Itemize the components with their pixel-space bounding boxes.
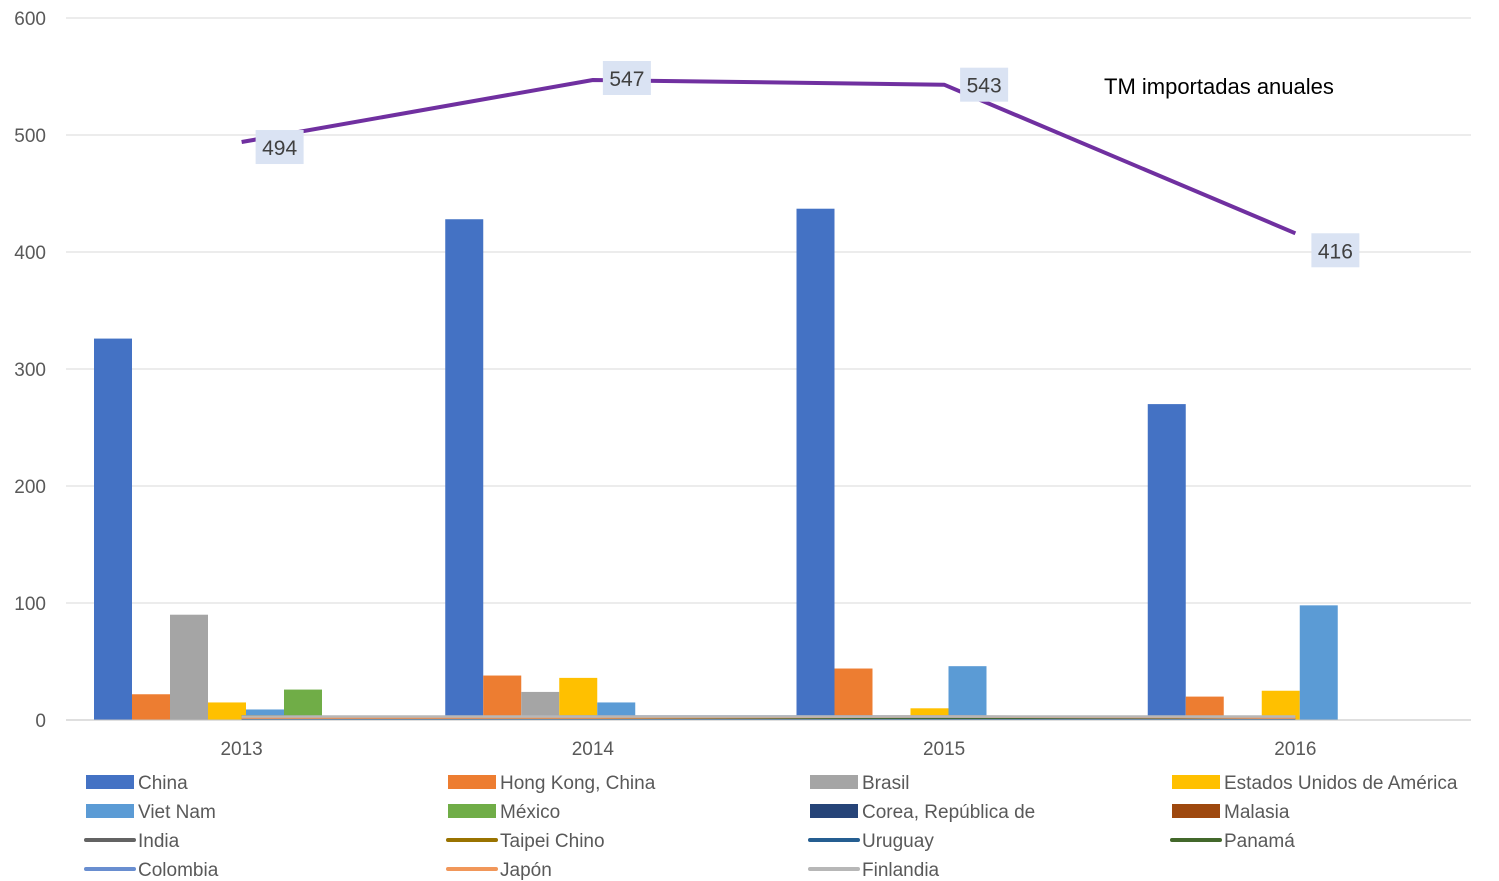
legend: China Hong Kong, China Brasil Estados Unido… (84, 773, 1458, 881)
legend-swatch-estados-unidos-de-am-rica (1172, 775, 1220, 789)
y-tick-label: 400 (14, 243, 46, 264)
bars-group (94, 208, 1338, 721)
bar-m-xico-2013 (284, 689, 322, 720)
bar-hong-kong-china-2013 (132, 694, 170, 720)
legend-swatch-brasil (810, 775, 858, 789)
bar-china-2014 (445, 219, 484, 721)
y-axis-ticks: 0 100 200 300 400 500 600 (14, 9, 46, 732)
bar-china-2013 (94, 338, 132, 720)
legend-label-finlandia: Finlandia (862, 860, 940, 881)
bar-viet-nam-2016 (1299, 605, 1338, 720)
bar-hong-kong-china-2014 (483, 675, 522, 720)
legend-swatch-viet-nam (86, 804, 134, 818)
legend-label-jap-n: Japón (500, 860, 552, 881)
bar-estados-unidos-de-am-rica-2015 (910, 708, 949, 720)
bar-hong-kong-china-2015 (834, 668, 873, 720)
bar-estados-unidos-de-am-rica-2014 (559, 677, 598, 720)
legend-swatch-china (86, 775, 134, 789)
x-tick-label: 2014 (572, 739, 615, 760)
x-tick-label: 2016 (1274, 739, 1316, 760)
legend-swatch-malasia (1172, 804, 1220, 818)
legend-label-brasil: Brasil (862, 773, 910, 794)
bar-brasil-2013 (170, 614, 208, 720)
bar-viet-nam-2015 (948, 666, 987, 720)
country-lines-group (241, 715, 1296, 721)
bar-estados-unidos-de-am-rica-2016 (1261, 690, 1300, 720)
y-tick-label: 600 (14, 9, 46, 30)
legend-swatch-m-xico (448, 804, 496, 818)
legend-label-uruguay: Uruguay (862, 831, 934, 852)
total-line-group: 494 547 543 416 (241, 61, 1360, 268)
y-tick-label: 0 (35, 711, 46, 732)
legend-label-panam-: Panamá (1224, 831, 1295, 852)
y-tick-label: 100 (14, 594, 46, 615)
total-label-box (960, 67, 1009, 102)
legend-label-m-xico: México (500, 802, 560, 823)
gridlines (66, 17, 1471, 721)
legend-swatch-corea-rep-blica-de (810, 804, 858, 818)
total-label-box (602, 61, 651, 96)
annotation-label: TM importadas anuales (1104, 74, 1334, 99)
y-tick-label: 500 (14, 126, 46, 147)
bar-china-2015 (796, 208, 835, 720)
legend-label-malasia: Malasia (1224, 802, 1290, 823)
bar-hong-kong-china-2016 (1185, 696, 1224, 720)
total-line (241, 78, 1297, 236)
legend-label-estados-unidos-de-am-rica: Estados Unidos de América (1224, 773, 1458, 794)
total-data-label: 416 (1318, 240, 1353, 263)
bar-china-2016 (1147, 404, 1186, 720)
legend-label-india: India (138, 831, 180, 852)
total-label-box (255, 130, 304, 165)
total-label-box (1311, 233, 1360, 268)
legend-label-colombia: Colombia (138, 860, 219, 881)
legend-label-viet-nam: Viet Nam (138, 802, 216, 823)
bar-estados-unidos-de-am-rica-2013 (208, 702, 246, 720)
total-data-label: 494 (262, 137, 297, 160)
legend-label-corea-rep-blica-de: Corea, República de (862, 802, 1035, 823)
legend-label-china: China (138, 773, 188, 794)
x-tick-label: 2013 (220, 739, 262, 760)
total-data-label: 543 (967, 75, 1002, 98)
y-tick-label: 200 (14, 477, 46, 498)
y-tick-label: 300 (14, 360, 46, 381)
x-axis-ticks: 2013 2014 2015 2016 (220, 739, 1316, 760)
legend-label-hong-kong-china: Hong Kong, China (500, 773, 656, 794)
legend-label-taipei-chino: Taipei Chino (500, 831, 605, 852)
total-data-label: 547 (609, 68, 644, 91)
bar-viet-nam-2013 (246, 709, 284, 720)
x-tick-label: 2015 (923, 739, 965, 760)
legend-swatch-hong-kong-china (448, 775, 496, 789)
